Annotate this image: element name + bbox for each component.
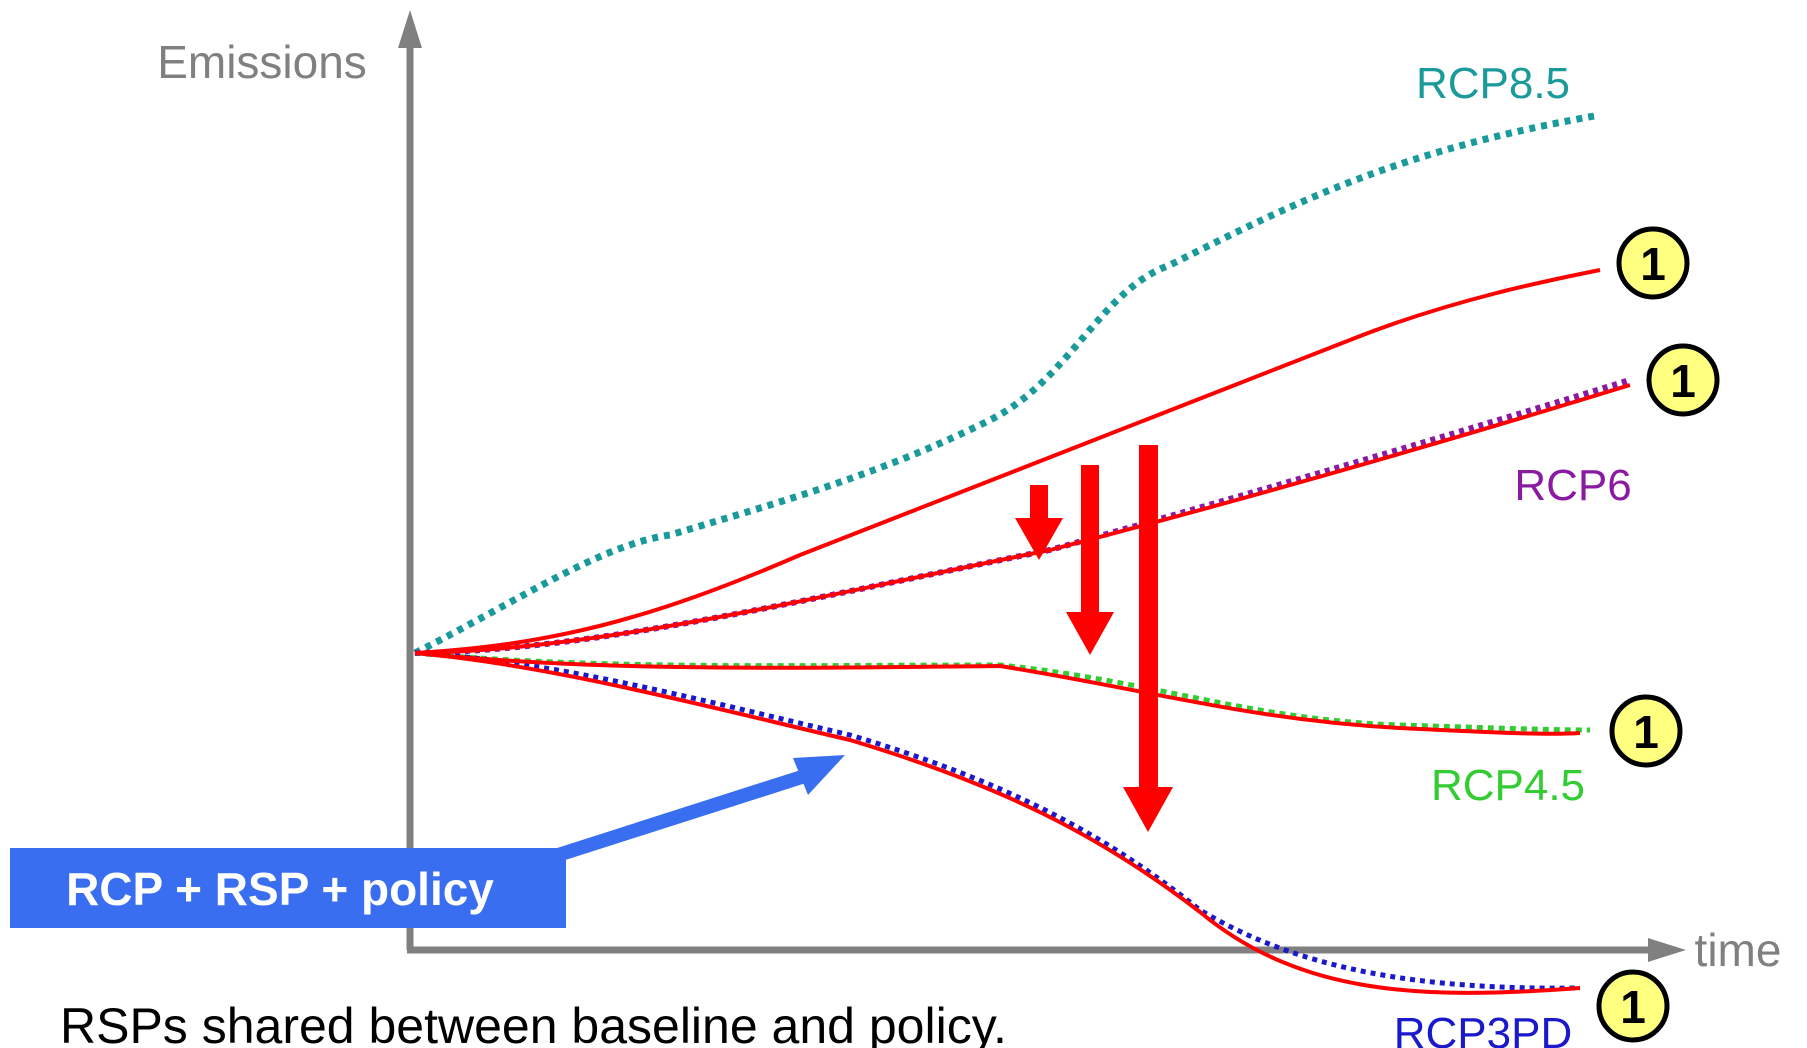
blue-callout-arrow: [552, 755, 845, 863]
badge-rcp6: 1: [1646, 343, 1720, 417]
y-axis-label: Emissions: [157, 36, 367, 88]
red-arrow-short: [1015, 485, 1063, 560]
rcp3pd-label: RCP3PD: [1394, 1009, 1573, 1048]
badge-top-number: 1: [1640, 238, 1666, 290]
y-axis-arrowhead: [398, 10, 422, 48]
rcp3pd-line: [414, 650, 1581, 991]
policy-callout: RCP + RSP + policy: [10, 848, 566, 928]
red-arrow-medium: [1066, 465, 1114, 655]
policy-path-top: [414, 268, 1601, 655]
red-arrow-long: [1123, 445, 1173, 832]
badge-rcp45: 1: [1609, 694, 1683, 768]
policy-path-rcp45: [414, 651, 1581, 736]
rcp45-label: RCP4.5: [1431, 761, 1585, 810]
rcp6-label: RCP6: [1514, 461, 1631, 510]
badge-rcp45-number: 1: [1633, 706, 1659, 758]
x-axis-arrowhead: [1648, 938, 1686, 962]
policy-path-rcp3pd: [414, 651, 1581, 995]
rcp85-label: RCP8.5: [1416, 59, 1570, 108]
badge-rcp6-number: 1: [1670, 355, 1696, 407]
rcp45-line: [414, 650, 1591, 733]
badge-rcp3pd: 1: [1596, 969, 1670, 1043]
badge-top: 1: [1616, 226, 1690, 300]
x-axis-label: time: [1695, 924, 1782, 976]
rcp85-line: [413, 111, 1601, 657]
caption: RSPs shared between baseline and policy.: [60, 998, 1007, 1048]
policy-path-rcp6: [414, 383, 1631, 655]
badge-rcp3pd-number: 1: [1620, 981, 1646, 1033]
rcp6-line: [414, 377, 1631, 656]
policy-callout-label: RCP + RSP + policy: [66, 863, 494, 915]
